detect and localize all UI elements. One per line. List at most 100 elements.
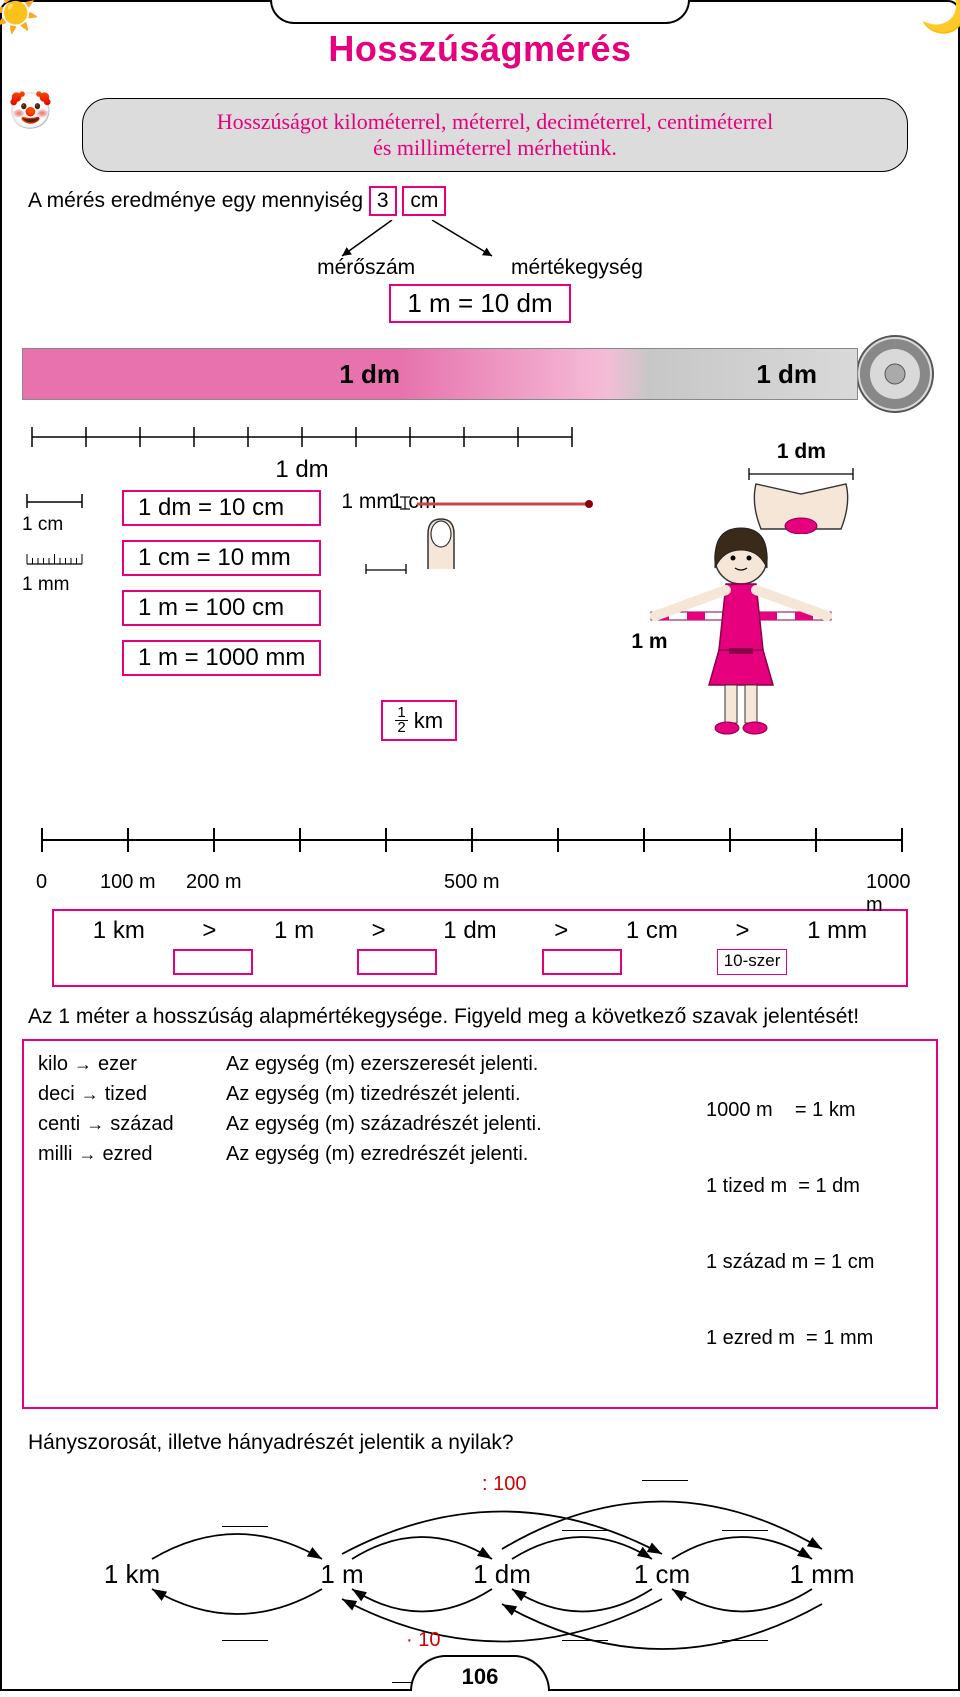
- dm-scale-1: [22, 423, 582, 451]
- ribbon-seg-1: 1 dm: [23, 349, 440, 399]
- tick-1000: 1000 m: [866, 871, 922, 917]
- arrow-icon: →: [86, 1109, 104, 1139]
- meaning-2: Az egység (m) századrészét jelenti.: [226, 1109, 664, 1139]
- blank-bot-long-2[interactable]: [642, 1677, 688, 1691]
- measuring-ribbon: 1 dm 1 dm: [22, 348, 858, 400]
- pfx-row-2: centi→század: [38, 1109, 198, 1139]
- arrow-icon: →: [74, 1049, 92, 1079]
- sun-icon: ☀️: [0, 0, 39, 36]
- pfx-kilo: kilo: [38, 1049, 68, 1079]
- half-km-wrap: 1 2 km: [381, 700, 457, 741]
- node-cm: 1 cm: [634, 1559, 690, 1590]
- blank-bot-3[interactable]: [722, 1627, 768, 1641]
- meaning-0: Az egység (m) ezerszeresét jelenti.: [226, 1049, 664, 1079]
- blank-top-long[interactable]: [642, 1467, 688, 1481]
- meaning-1: Az egység (m) tizedrészét jelenti.: [226, 1079, 664, 1109]
- conv-m-mm: 1 m = 1000 mm: [122, 640, 321, 676]
- meaning-3: Az egység (m) ezredrészét jelenti.: [226, 1139, 664, 1169]
- cmp-km: 1 km: [93, 917, 145, 945]
- blank-top-1[interactable]: [222, 1513, 268, 1527]
- cmp-gt-2: >: [372, 917, 386, 945]
- node-mm: 1 mm: [790, 1559, 855, 1590]
- node-dm: 1 dm: [473, 1559, 531, 1590]
- mm-bracket-icon: [398, 495, 412, 513]
- comparison-box: 1 km > 1 m > 1 dm > 1 cm > 1 mm 10-szer: [52, 909, 908, 987]
- node-km: 1 km: [104, 1559, 160, 1590]
- jester-icon: 🤡: [8, 90, 53, 132]
- blank-top-3[interactable]: [722, 1517, 768, 1531]
- page-frame: ☀️ 🌙 Hosszúságmérés 🤡 Hosszúságot kilomé…: [0, 0, 960, 1691]
- blank-1[interactable]: [173, 949, 253, 975]
- intro-line-1: Hosszúságot kilométerrel, méterrel, deci…: [103, 109, 887, 135]
- eq-0: 1000 m = 1 km: [706, 1095, 922, 1125]
- cm-ruler-icon: [22, 490, 92, 508]
- pfx-centi-hu: század: [110, 1109, 173, 1139]
- blank-bot-1[interactable]: [222, 1627, 268, 1641]
- girl-icon: [641, 520, 841, 740]
- measure-result-line: A mérés eredménye egy mennyiség 3 cm: [28, 186, 938, 216]
- tick-200: 200 m: [186, 871, 242, 894]
- middle-block: 1 cm 1 mm 1 dm = 10 cm 1 cm = 10 mm 1 m …: [22, 490, 938, 810]
- half-km-fraction: 1 2: [395, 706, 407, 735]
- eq-1: 1 tized m = 1 dm: [706, 1171, 922, 1201]
- pfx-deci-hu: tized: [105, 1079, 147, 1109]
- fingernail-icon: [416, 514, 466, 574]
- blank-bot-2[interactable]: [562, 1627, 608, 1641]
- right-figures: 1 cm 1 mm 1 dm: [341, 490, 861, 810]
- finger-bracket: [361, 562, 411, 574]
- tick-500: 500 m: [444, 871, 500, 894]
- arrow-split: [22, 220, 938, 260]
- cmp-dm: 1 dm: [443, 917, 496, 945]
- page-number: 106: [410, 1655, 550, 1691]
- pfx-centi: centi: [38, 1109, 80, 1139]
- blank-top-2[interactable]: [562, 1517, 608, 1531]
- intro-line-2: és milliméterrel mérhetünk.: [103, 135, 887, 161]
- conversion-stack: 1 dm = 10 cm 1 cm = 10 mm 1 m = 100 cm 1…: [122, 490, 321, 690]
- cmp-mm: 1 mm: [807, 917, 867, 945]
- label-mul10: · 10: [406, 1629, 440, 1652]
- tick-0: 0: [36, 871, 47, 894]
- comparison-row: 1 km > 1 m > 1 dm > 1 cm > 1 mm: [64, 917, 896, 945]
- mm-ruler-icon: [22, 550, 92, 568]
- prefix-col-1: kilo→ezer deci→tized centi→század milli→…: [22, 1039, 212, 1409]
- question-arrows: Hányszorosát, illetve hányadrészét jelen…: [28, 1431, 932, 1455]
- node-m: 1 m: [320, 1559, 363, 1590]
- comparison-blanks-row: 10-szer: [64, 949, 896, 975]
- conv-m-cm: 1 m = 100 cm: [122, 590, 321, 626]
- measure-intro-text: A mérés eredménye egy mennyiség: [28, 189, 363, 212]
- cmp-gt-4: >: [736, 917, 750, 945]
- conv-dm-cm: 1 dm = 10 cm: [122, 490, 321, 526]
- pfx-row-3: milli→ezred: [38, 1139, 198, 1169]
- conv-cm-mm: 1 cm = 10 mm: [122, 540, 321, 576]
- pfx-kilo-hu: ezer: [98, 1049, 137, 1079]
- cmp-gt-1: >: [202, 917, 216, 945]
- cmp-m: 1 m: [274, 917, 314, 945]
- cm-mm-rulers: 1 cm 1 mm: [22, 490, 112, 596]
- ribbon-seg-2: 1 dm: [440, 349, 857, 399]
- label-div100: : 100: [482, 1473, 526, 1496]
- ten-times-box: 10-szer: [717, 949, 788, 975]
- tick-100: 100 m: [100, 871, 156, 894]
- page-title: Hosszúságmérés: [22, 28, 938, 70]
- arrow-icon: →: [78, 1139, 96, 1169]
- cm-ruler-label: 1 cm: [22, 514, 112, 536]
- split-arrows-svg: [312, 220, 552, 260]
- prefix-table: kilo→ezer deci→tized centi→század milli→…: [22, 1039, 938, 1409]
- km-tick-labels: 0 100 m 200 m 500 m 1000 m: [22, 871, 922, 895]
- half-km-box: 1 2 km: [381, 700, 457, 741]
- prefix-col-3: 1000 m = 1 km 1 tized m = 1 dm 1 század …: [678, 1039, 938, 1409]
- pfx-milli-hu: ezred: [102, 1139, 152, 1169]
- blank-3[interactable]: [542, 949, 622, 975]
- hand-dm-label: 1 dm: [741, 440, 861, 464]
- frac-den: 2: [397, 721, 405, 735]
- needle-block: 1 mm: [341, 490, 596, 514]
- girl-block: 1 m: [641, 520, 841, 745]
- moon-icon: 🌙: [921, 0, 960, 36]
- example-value-box: 3: [369, 186, 397, 216]
- conv-m-dm: 1 m = 10 dm: [389, 284, 570, 323]
- ribbon-wrap: 1 dm 1 dm: [22, 331, 938, 417]
- blank-2[interactable]: [357, 949, 437, 975]
- needle-icon: [417, 498, 597, 510]
- intro-box: Hosszúságot kilométerrel, méterrel, deci…: [82, 98, 908, 172]
- dm-scale-label: 1 dm: [22, 456, 582, 484]
